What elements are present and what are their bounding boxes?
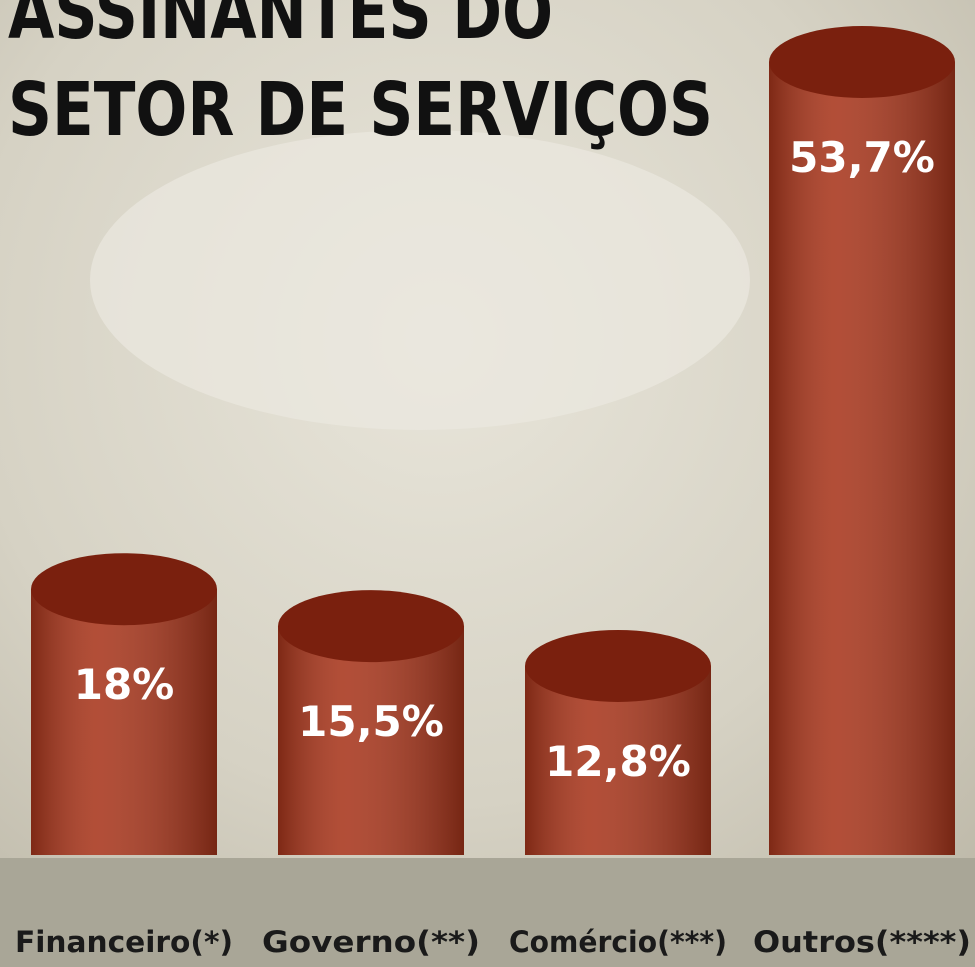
bar-top [769,26,955,98]
x-tick-label: Financeiro(*) [15,925,233,959]
bar-shading [769,62,955,855]
value-label: 12,8% [545,737,691,786]
category-band [0,858,975,967]
bar-top [31,553,217,626]
value-label: 18% [74,660,175,709]
x-tick-label: Governo(**) [262,925,480,959]
bar-shading [278,626,464,855]
chart-title: SETOR DE SERVIÇOS [8,67,713,153]
x-tick-label: Comércio(***) [509,925,727,959]
bar-top [278,590,464,663]
x-tick-label: Outros(****) [753,925,971,959]
bar-shading [31,589,217,855]
value-label: 53,7% [789,133,935,182]
bar-top [525,629,711,702]
background-shape [90,130,750,430]
value-label: 15,5% [298,697,444,746]
chart-title: ASSINANTES DO [8,0,553,56]
